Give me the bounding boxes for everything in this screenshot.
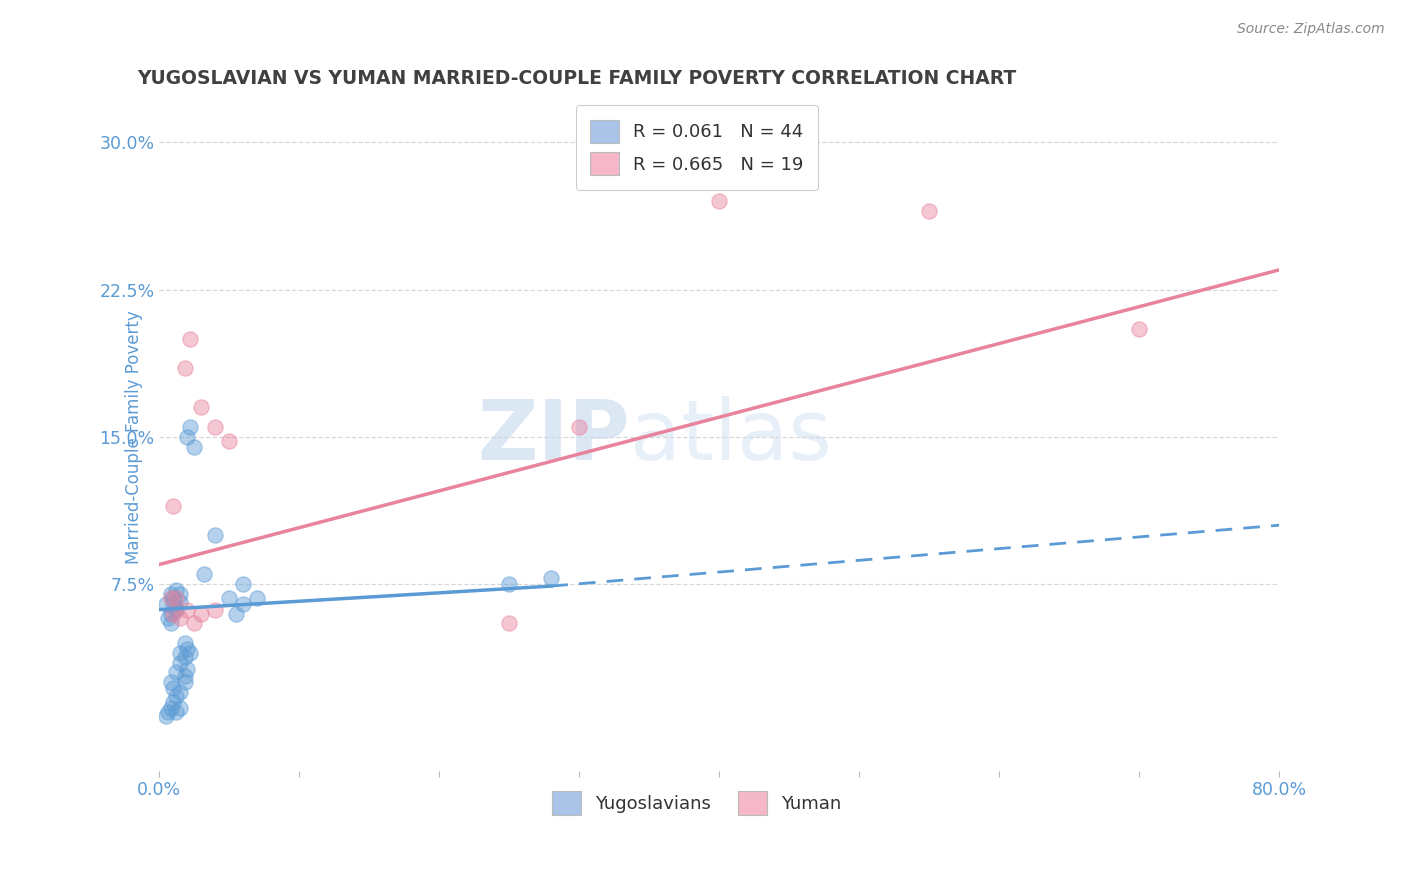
- Point: [204, 528, 226, 542]
- Point: [165, 665, 187, 680]
- Point: [162, 591, 184, 605]
- Point: [179, 332, 201, 346]
- Point: [190, 607, 212, 621]
- Text: Source: ZipAtlas.com: Source: ZipAtlas.com: [1237, 22, 1385, 37]
- Point: [173, 649, 195, 664]
- Point: [165, 689, 187, 703]
- Point: [159, 607, 181, 621]
- Point: [183, 616, 205, 631]
- Point: [540, 571, 562, 585]
- Point: [204, 602, 226, 616]
- Point: [498, 616, 520, 631]
- Point: [173, 669, 195, 683]
- Point: [169, 656, 191, 670]
- Point: [176, 642, 198, 657]
- Point: [173, 361, 195, 376]
- Point: [155, 708, 177, 723]
- Point: [176, 430, 198, 444]
- Point: [218, 591, 240, 605]
- Point: [165, 600, 187, 615]
- Point: [156, 610, 179, 624]
- Point: [176, 602, 198, 616]
- Point: [190, 401, 212, 415]
- Point: [159, 616, 181, 631]
- Point: [156, 705, 179, 719]
- Point: [159, 675, 181, 690]
- Point: [169, 595, 191, 609]
- Point: [159, 587, 181, 601]
- Point: [225, 607, 247, 621]
- Point: [218, 434, 240, 448]
- Point: [162, 607, 184, 621]
- Point: [159, 701, 181, 715]
- Point: [159, 591, 181, 605]
- Point: [165, 602, 187, 616]
- Point: [162, 499, 184, 513]
- Point: [246, 591, 269, 605]
- Point: [232, 577, 254, 591]
- Text: YUGOSLAVIAN VS YUMAN MARRIED-COUPLE FAMILY POVERTY CORRELATION CHART: YUGOSLAVIAN VS YUMAN MARRIED-COUPLE FAMI…: [136, 69, 1017, 87]
- Point: [179, 420, 201, 434]
- Text: atlas: atlas: [630, 396, 831, 477]
- Point: [183, 440, 205, 454]
- Point: [176, 662, 198, 676]
- Legend: Yugoslavians, Yuman: Yugoslavians, Yuman: [544, 784, 849, 822]
- Point: [204, 420, 226, 434]
- Point: [169, 646, 191, 660]
- Point: [169, 701, 191, 715]
- Point: [568, 420, 591, 434]
- Point: [169, 610, 191, 624]
- Y-axis label: Married-Couple Family Poverty: Married-Couple Family Poverty: [125, 310, 142, 564]
- Point: [232, 597, 254, 611]
- Point: [193, 567, 215, 582]
- Point: [162, 597, 184, 611]
- Point: [173, 636, 195, 650]
- Point: [918, 204, 941, 219]
- Point: [169, 587, 191, 601]
- Point: [498, 577, 520, 591]
- Point: [162, 695, 184, 709]
- Point: [165, 705, 187, 719]
- Point: [1128, 322, 1150, 336]
- Point: [165, 582, 187, 597]
- Point: [179, 646, 201, 660]
- Point: [165, 591, 187, 605]
- Point: [169, 685, 191, 699]
- Point: [155, 597, 177, 611]
- Point: [162, 681, 184, 696]
- Point: [173, 675, 195, 690]
- Point: [709, 194, 731, 209]
- Text: ZIP: ZIP: [477, 396, 630, 477]
